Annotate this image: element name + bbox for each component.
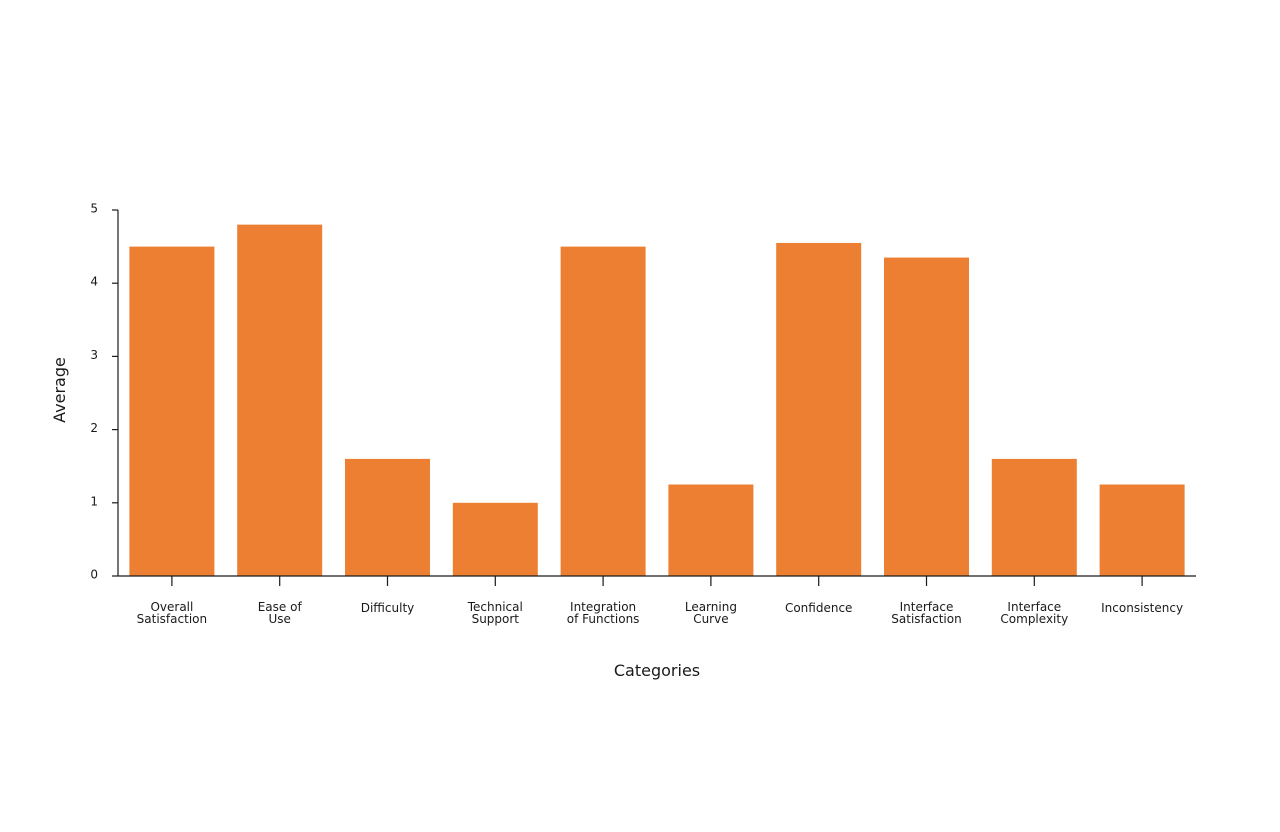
x-tick-label: Difficulty	[361, 601, 415, 615]
bar	[237, 224, 323, 576]
y-tick-label: 3	[90, 348, 98, 362]
bar	[1099, 484, 1185, 576]
x-tick-label: Overall Satisfaction	[137, 600, 207, 626]
x-tick-label: Inconsistency	[1101, 601, 1183, 615]
x-tick-label: Learning Curve	[685, 600, 737, 626]
y-ticks-group: 0 1 2 3 4 5	[90, 202, 118, 582]
y-tick-label: 5	[90, 202, 98, 216]
x-tick-label: Integration of Functions	[567, 600, 640, 626]
x-tick-label: Ease of Use	[258, 600, 303, 626]
x-tick-label: Interface Satisfaction	[891, 600, 961, 626]
bars-group	[129, 224, 1185, 576]
y-tick-label: 1	[90, 494, 98, 508]
y-axis-title: Average	[50, 357, 69, 423]
x-ticks-group: Overall Satisfaction Ease of Use Difficulty T…	[137, 576, 1183, 626]
x-tick-label: Confidence	[785, 601, 852, 615]
y-tick-label: 2	[90, 421, 98, 435]
y-tick-label: 4	[90, 275, 98, 289]
x-axis-title: Categories	[614, 661, 700, 680]
bar	[129, 246, 215, 576]
bar	[991, 458, 1077, 576]
bar	[668, 484, 754, 576]
bar	[452, 502, 538, 576]
bar	[884, 257, 969, 576]
bar	[345, 458, 430, 576]
x-tick-label: Technical Support	[467, 600, 523, 626]
bar	[560, 246, 646, 576]
y-tick-label: 0	[90, 568, 98, 582]
x-tick-label: Interface Complexity	[1000, 600, 1068, 626]
bar	[776, 242, 862, 576]
